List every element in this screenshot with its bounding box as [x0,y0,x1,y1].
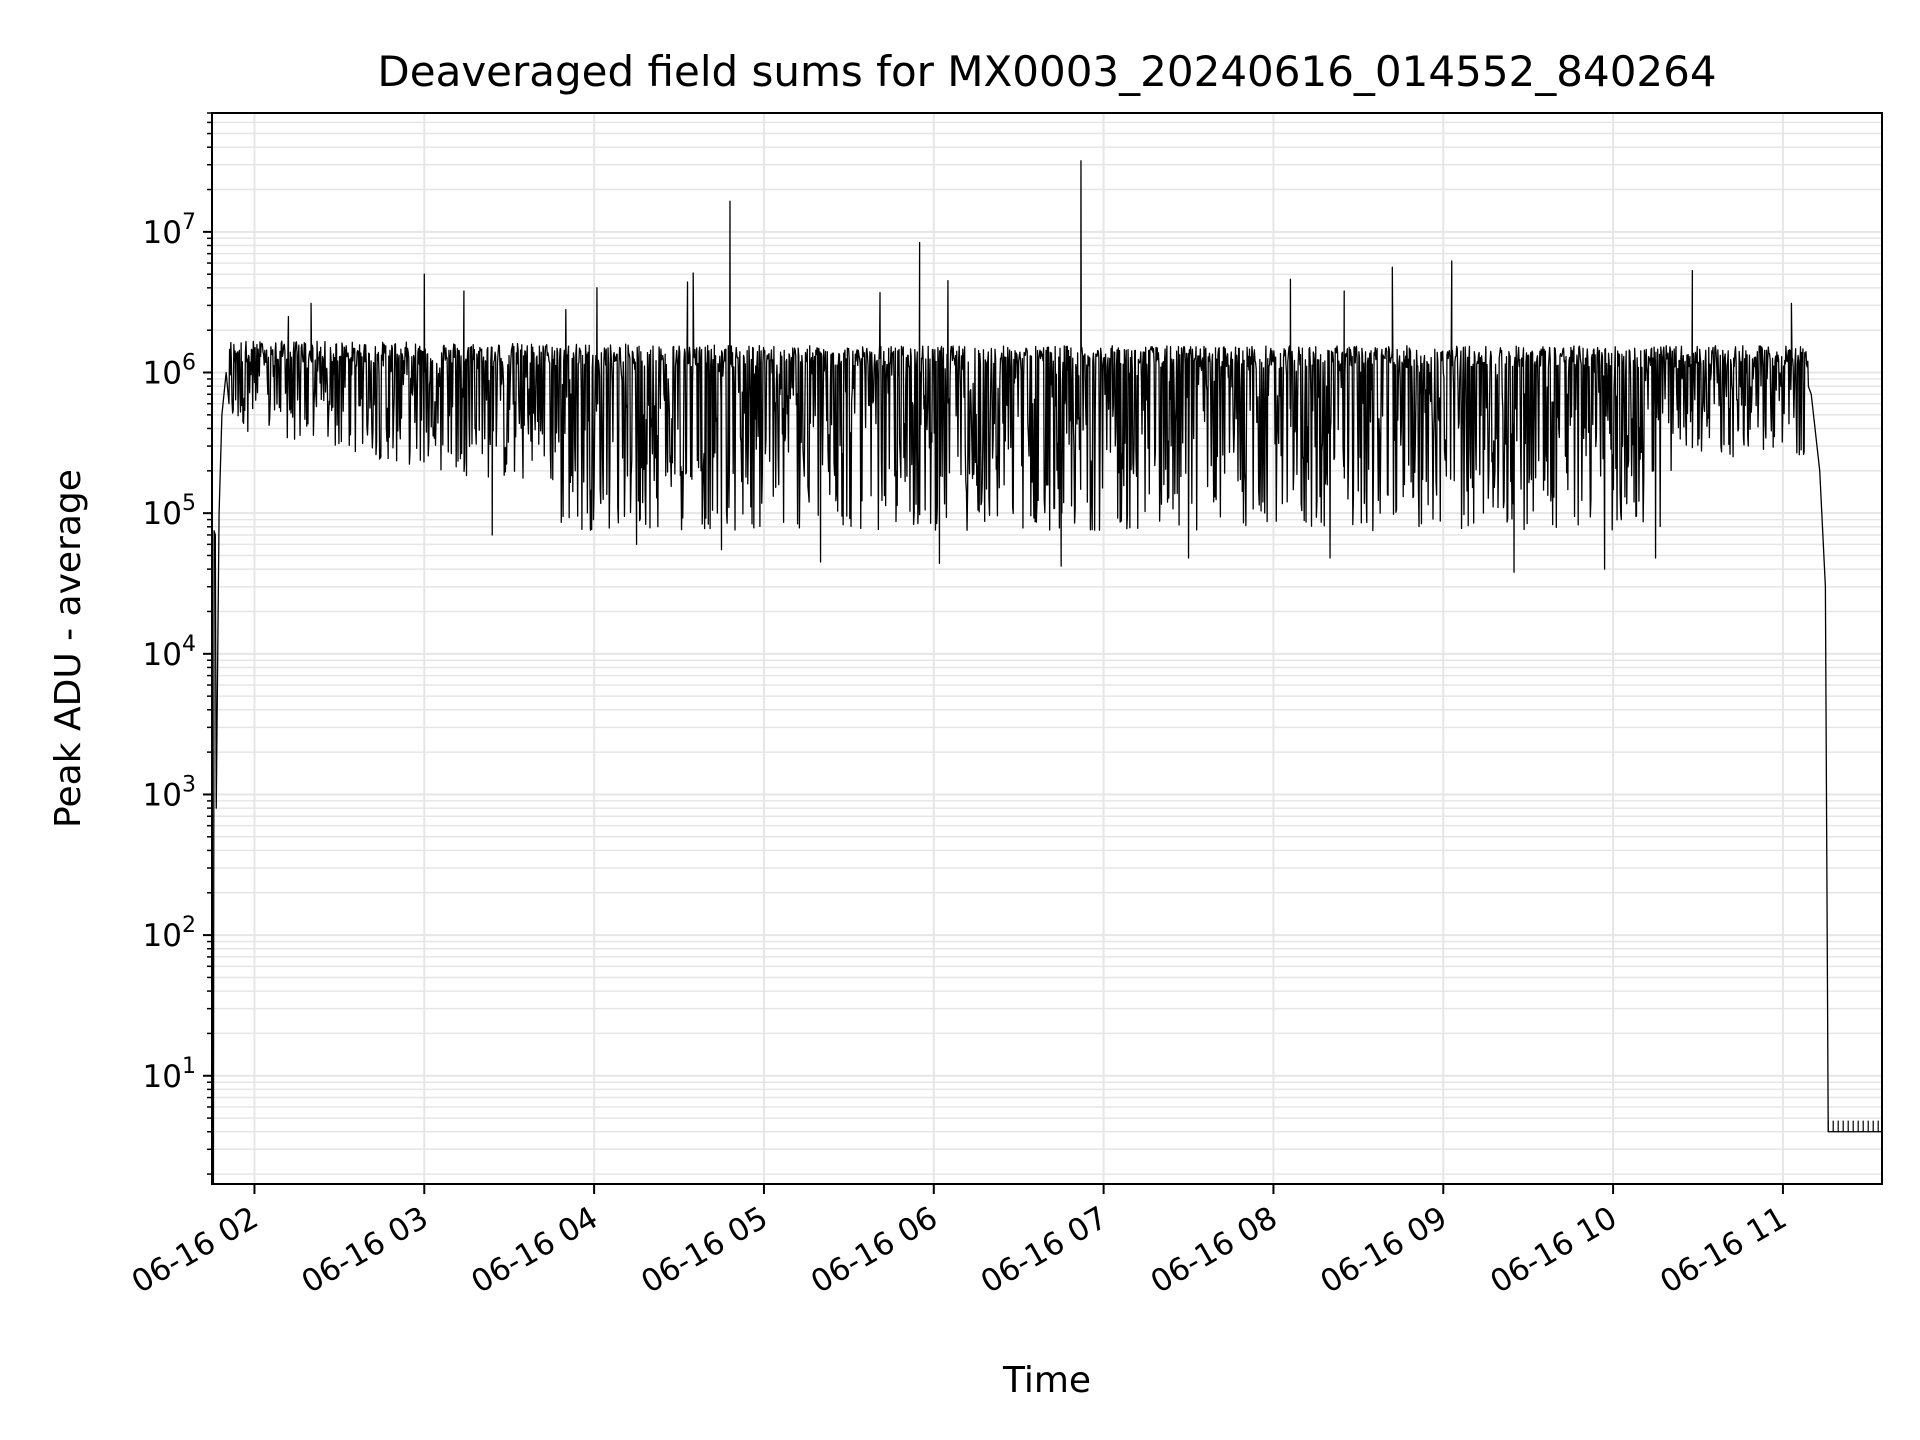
plot-frame [211,112,1883,1185]
y-tick-label: 106 [143,351,196,392]
chart-title: Deaveraged field sums for MX0003_2024061… [377,47,1716,96]
data-line-tail [1827,1120,1879,1132]
y-tick-label: 103 [143,772,196,813]
x-axis-label: Time [1002,1360,1091,1401]
y-tick-label: 104 [143,632,196,673]
y-tick-label: 101 [143,1054,196,1095]
y-tick-label: 107 [143,210,196,251]
data-line [212,160,1882,1185]
y-axis-label: Peak ADU - average [48,469,89,828]
data-line-group [212,160,1882,1185]
y-tick-label: 102 [143,913,196,954]
y-tick-label: 105 [143,491,196,532]
grid [212,112,1882,1184]
